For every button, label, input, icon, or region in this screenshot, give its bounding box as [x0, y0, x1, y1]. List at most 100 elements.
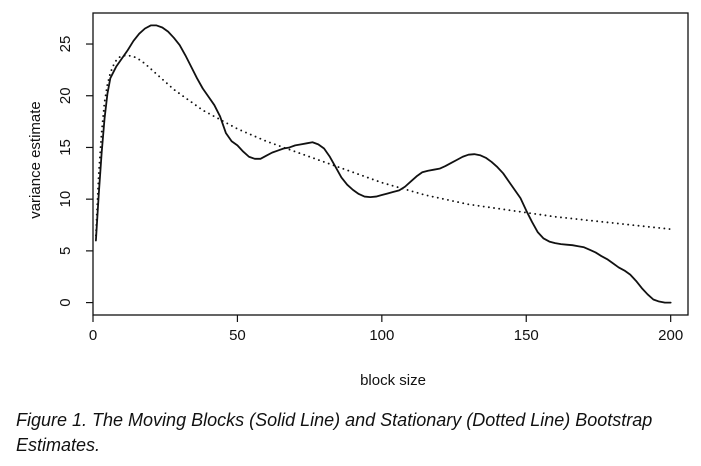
stationary-point — [177, 92, 180, 95]
stationary-point — [327, 162, 330, 165]
y-axis: 0 5 10 15 20 25 — [57, 36, 93, 307]
stationary-point — [95, 213, 98, 216]
stationary-point — [376, 180, 379, 183]
stationary-point — [493, 207, 495, 209]
stationary-point — [303, 153, 306, 156]
stationary-point — [436, 196, 439, 199]
stationary-point — [123, 54, 126, 57]
stationary-point — [362, 174, 364, 177]
stationary-point — [332, 164, 335, 167]
stationary-point — [99, 146, 102, 149]
stationary-point — [322, 160, 325, 163]
stationary-point — [632, 224, 635, 227]
stationary-point — [622, 223, 624, 225]
stationary-point — [249, 133, 252, 136]
stationary-point — [529, 212, 531, 215]
stationary-point — [381, 181, 384, 184]
stationary-point — [97, 182, 100, 185]
stationary-point — [668, 228, 671, 230]
stationary-point — [190, 101, 193, 104]
stationary-point — [103, 99, 106, 102]
stationary-point — [100, 140, 102, 143]
stationary-point — [97, 177, 100, 180]
stationary-point — [452, 200, 454, 202]
y-tick-label: 0 — [57, 298, 74, 306]
stationary-point — [97, 172, 100, 174]
stationary-point — [308, 155, 311, 158]
stationary-point — [441, 197, 444, 200]
stationary-point — [101, 120, 104, 123]
stationary-point — [570, 217, 573, 220]
chart-svg: 0 50 100 150 200 0 5 10 15 20 25 block size varia… — [27, 12, 689, 389]
x-axis: 0 50 100 150 200 — [89, 315, 683, 344]
stationary-point — [580, 218, 583, 221]
stationary-point — [611, 221, 614, 224]
stationary-point — [208, 112, 210, 115]
stationary-point — [259, 137, 262, 140]
stationary-point — [150, 68, 153, 71]
stationary-point — [212, 115, 215, 117]
stationary-point — [518, 210, 521, 213]
stationary-point — [94, 234, 97, 237]
stationary-point — [431, 195, 434, 198]
x-tick-label: 100 — [369, 327, 394, 344]
stationary-point — [98, 156, 101, 159]
stationary-point — [293, 150, 296, 153]
stationary-point — [534, 212, 537, 215]
stationary-point — [158, 75, 161, 78]
stationary-point — [110, 69, 113, 72]
stationary-point — [173, 89, 176, 92]
stationary-point — [298, 152, 301, 155]
stationary-point — [416, 191, 419, 194]
stationary-point — [401, 187, 404, 190]
stationary-point — [194, 104, 197, 107]
stationary-point — [482, 205, 485, 208]
stationary-point — [498, 207, 501, 210]
stationary-point — [138, 58, 141, 61]
stationary-point — [554, 215, 557, 218]
stationary-point — [565, 216, 568, 219]
stationary-point — [278, 145, 281, 148]
stationary-point — [487, 206, 490, 209]
stationary-point — [108, 74, 111, 76]
stationary-point — [95, 224, 98, 226]
stationary-point — [217, 117, 220, 120]
stationary-point — [347, 169, 350, 172]
stationary-point — [283, 146, 286, 149]
stationary-point — [100, 130, 103, 133]
stationary-point — [203, 110, 206, 113]
stationary-point — [575, 218, 578, 220]
stationary-point — [352, 171, 355, 174]
stationary-point — [337, 166, 340, 169]
stationary-point — [653, 226, 655, 229]
stationary-point — [186, 98, 189, 101]
stationary-point — [182, 95, 185, 98]
stationary-point — [101, 125, 104, 128]
stationary-point — [269, 141, 271, 144]
stationary-point — [273, 143, 276, 146]
stationary-point — [115, 59, 117, 62]
stationary-point — [503, 208, 506, 211]
stationary-point — [107, 79, 110, 81]
stationary-point — [663, 227, 666, 230]
moving-blocks-line — [94, 24, 672, 304]
stationary-point — [601, 220, 604, 223]
stationary-point — [104, 94, 107, 97]
stationary-point — [128, 54, 131, 57]
stationary-point — [647, 225, 650, 228]
stationary-point — [426, 194, 429, 197]
stationary-point — [446, 198, 449, 201]
stationary-point — [513, 209, 516, 212]
y-axis-title: variance estimate — [27, 101, 44, 219]
stationary-point — [100, 135, 103, 138]
stationary-point — [95, 229, 98, 232]
stationary-point — [549, 215, 552, 218]
stationary-point — [165, 82, 168, 85]
stationary-point — [637, 224, 640, 227]
stationary-point — [523, 211, 526, 214]
stationary-point — [103, 104, 106, 107]
stationary-point — [154, 71, 157, 74]
stationary-point — [112, 64, 115, 67]
stationary-point — [391, 184, 394, 187]
stationary-point — [357, 173, 360, 176]
